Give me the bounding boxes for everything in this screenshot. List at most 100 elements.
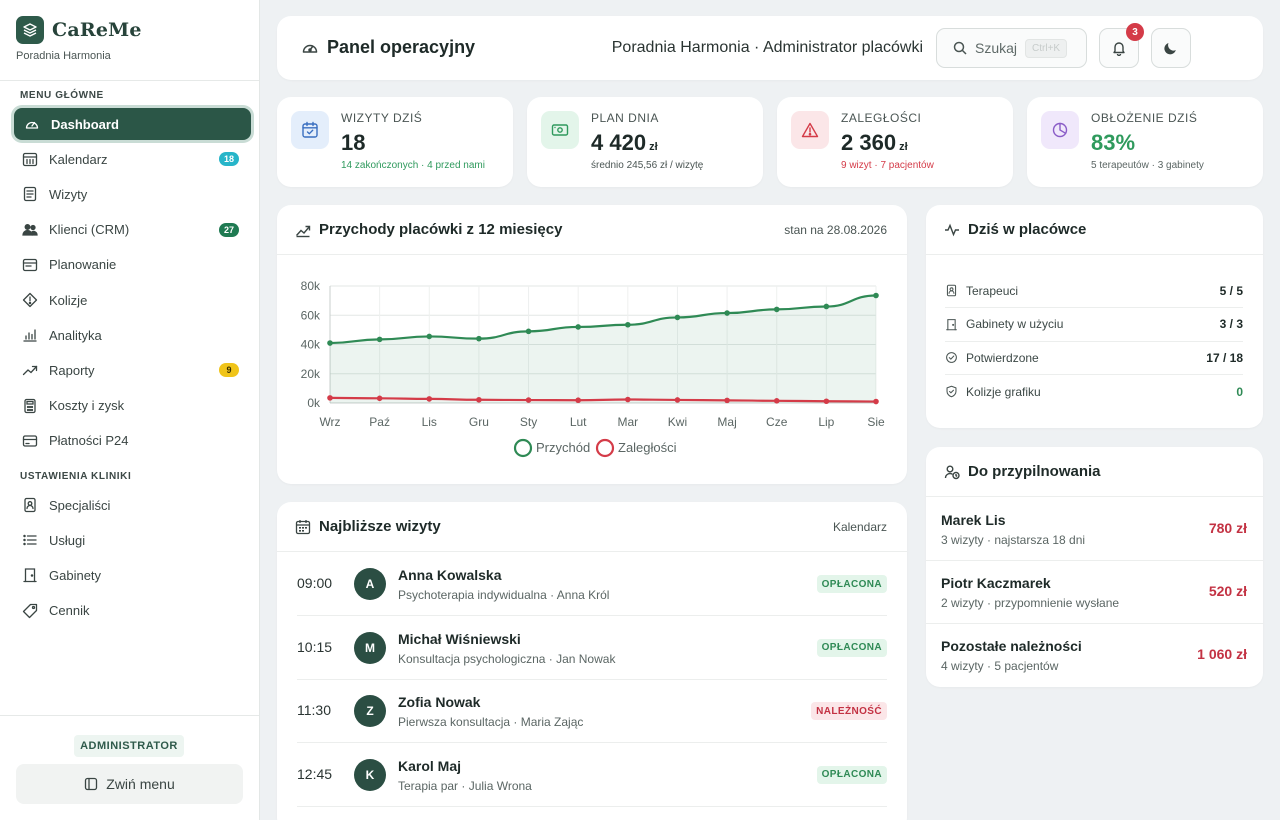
data-point xyxy=(575,324,581,330)
data-point xyxy=(575,397,581,404)
search-button[interactable]: Szukaj Ctrl+K xyxy=(936,28,1087,68)
data-point xyxy=(873,398,879,405)
visit-time: 11:30 xyxy=(297,702,331,718)
sidebar-item-koszty-i-zysk[interactable]: Koszty i zysk xyxy=(12,389,253,423)
legend-marker xyxy=(595,438,615,458)
sidebar-item-planowanie[interactable]: Planowanie xyxy=(12,248,253,282)
watch-description: 3 wizyty · najstarsza 18 dni xyxy=(941,533,1086,547)
top-bar: Panel operacyjny Poradnia Harmonia · Adm… xyxy=(277,16,1263,80)
calculator-icon xyxy=(24,398,36,413)
data-point xyxy=(476,396,482,403)
sidebar-item-gabinety[interactable]: Gabinety xyxy=(12,558,253,592)
stat-label: OBŁOŻENIE DZIŚ xyxy=(1091,111,1198,125)
revenue-chart: 0k 20k 40k 60k 80k Wrz Paź Lis Gru Sty Lut Mar Kwi Ma… xyxy=(301,279,885,458)
visit-row[interactable]: 10:15 M Michał Wiśniewski Konsultacja psych… xyxy=(297,617,887,680)
y-tick-label: 80k xyxy=(301,279,321,293)
stat-subtext: 5 terapeutów · 3 gabinety xyxy=(1091,160,1204,171)
watch-client-name: Pozostałe należności xyxy=(941,638,1082,654)
sidebar-item-label: Dashboard xyxy=(51,116,119,132)
sidebar-item-wizyty[interactable]: Wizyty xyxy=(12,177,253,211)
search-icon xyxy=(953,41,967,55)
x-tick-label: Mar xyxy=(617,415,638,429)
series-line-2 xyxy=(329,396,877,403)
theme-toggle-button[interactable] xyxy=(1151,28,1191,68)
sidebar-item-specjalisci[interactable]: Specjaliści xyxy=(12,488,253,522)
sidebar-item-platnosci-p24[interactable]: Płatności P24 xyxy=(12,424,253,458)
data-point xyxy=(376,336,383,343)
pulse-icon xyxy=(945,223,959,236)
bar-chart-icon xyxy=(23,329,37,342)
today-row-value: 3 / 3 xyxy=(1219,317,1243,331)
sidebar-item-label: Klienci (CRM) xyxy=(49,222,130,238)
stat-icon-wrap xyxy=(541,111,579,149)
sidebar-item-raporty[interactable]: Raporty 9 xyxy=(12,353,253,387)
watch-amount: 1 060 zł xyxy=(1197,646,1247,662)
page-title-wrap: Panel operacyjny xyxy=(301,37,475,58)
sidebar-item-dashboard[interactable]: Dashboard xyxy=(14,108,251,140)
sidebar-item-kalendarz[interactable]: Kalendarz 18 xyxy=(12,142,253,176)
watch-title: Do przypilnowania xyxy=(968,463,1101,480)
sidebar-item-uslugi[interactable]: Usługi xyxy=(12,523,253,557)
stat-card: OBŁOŻENIE DZIŚ 83% 5 terapeutów · 3 gabine… xyxy=(1027,97,1263,187)
legend-label: Przychód xyxy=(536,440,590,455)
stat-value: 2 360 xyxy=(841,130,897,155)
x-tick-label: Cze xyxy=(766,415,788,429)
data-point xyxy=(376,395,383,402)
status-badge: OPŁACONA xyxy=(816,638,887,657)
stat-card: WIZYTY DZIŚ 18 14 zakończonych · 4 przed n… xyxy=(277,97,513,187)
visit-description: Pierwsza konsultacja · Maria Zając xyxy=(398,715,584,729)
stat-value-wrap: 18 xyxy=(341,130,365,156)
collapse-menu-button[interactable]: Zwiń menu xyxy=(16,764,243,804)
data-point xyxy=(773,306,780,313)
today-row: Gabinety w użyciu 3 / 3 xyxy=(945,308,1243,342)
alert-triangle-icon xyxy=(801,122,819,138)
pie-chart-icon xyxy=(1052,122,1068,138)
avatar: K xyxy=(354,758,386,791)
brand[interactable]: CaReMe xyxy=(16,16,142,44)
revenue-chart-card: Przychody placówki z 12 miesięcy stan na… xyxy=(277,205,907,484)
door-icon xyxy=(23,568,37,583)
visit-description: Terapia par · Julia Wrona xyxy=(398,778,532,793)
data-point xyxy=(674,397,681,403)
calendar-check-icon xyxy=(302,121,318,138)
data-point xyxy=(625,396,631,403)
today-row: Terapeuci 5 / 5 xyxy=(945,274,1243,308)
today-row-label: Gabinety w użyciu xyxy=(966,317,1064,331)
watch-row[interactable]: Piotr Kaczmarek 2 wizyty · przypomnienie … xyxy=(926,561,1263,624)
data-point xyxy=(476,335,482,342)
sidebar-item-analityka[interactable]: Analityka xyxy=(12,318,253,352)
visit-row[interactable]: 12:45 K Karol Maj Terapia par · Julia Wrona… xyxy=(297,744,887,807)
collapse-menu-label: Zwiń menu xyxy=(106,776,175,792)
search-label: Szukaj xyxy=(975,40,1018,56)
x-tick-label: Sie xyxy=(867,415,885,429)
watch-header: Do przypilnowania xyxy=(926,447,1263,497)
sidebar-item-label: Cennik xyxy=(49,603,90,619)
watch-amount: 780 zł xyxy=(1208,520,1247,536)
planner-icon xyxy=(22,258,38,271)
sidebar-item-count-badge: 27 xyxy=(218,222,239,237)
watch-row[interactable]: Marek Lis 3 wizyty · najstarsza 18 dni 780… xyxy=(926,498,1263,561)
calendar-grid-icon xyxy=(22,153,38,167)
visit-time: 12:45 xyxy=(297,765,333,782)
watch-row[interactable]: Pozostałe należności 4 wizyty · 5 pacjent… xyxy=(926,624,1263,687)
notifications-button[interactable]: 3 xyxy=(1099,23,1144,68)
avatar: A xyxy=(354,568,386,600)
visit-row[interactable]: 09:00 A Anna Kowalska Psychoterapia indywid… xyxy=(297,553,887,616)
divider xyxy=(0,80,259,81)
calendar-link[interactable]: Kalendarz xyxy=(832,519,887,534)
user-clock-icon xyxy=(944,465,960,479)
sidebar-item-klienci-crm[interactable]: Klienci (CRM) 27 xyxy=(12,213,253,247)
sidebar-toggle-icon xyxy=(85,777,98,791)
sidebar-item-kolizje[interactable]: Kolizje xyxy=(12,283,253,317)
visit-description: Konsultacja psychologiczna · Jan Nowak xyxy=(398,651,616,666)
visit-row[interactable]: 11:30 Z Zofia Nowak Pierwsza konsultacja · … xyxy=(297,680,887,743)
sidebar-item-cennik[interactable]: Cennik xyxy=(12,594,253,628)
x-tick-label: Lis xyxy=(422,415,437,429)
visit-client-name: Michał Wiśniewski xyxy=(398,630,521,647)
watch-amount: 520 zł xyxy=(1208,583,1247,599)
revenue-chart-header: Przychody placówki z 12 miesięcy stan na… xyxy=(277,205,907,255)
dashboard-gauge-icon xyxy=(25,121,39,129)
page-title: Panel operacyjny xyxy=(327,37,476,57)
data-point xyxy=(525,397,532,403)
y-tick-label: 20k xyxy=(301,367,321,381)
